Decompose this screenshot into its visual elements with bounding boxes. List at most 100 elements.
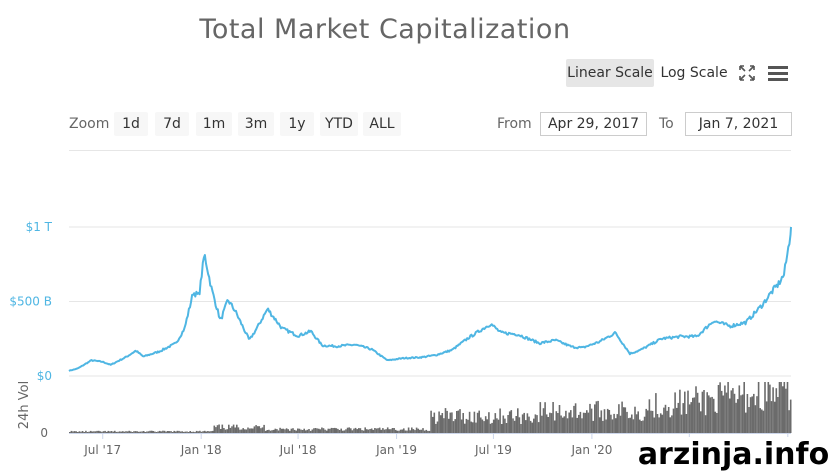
volume-bar: [252, 428, 254, 433]
zoom-1y-button[interactable]: 1y: [280, 112, 314, 136]
zoom-7d-button[interactable]: 7d: [155, 112, 189, 136]
volume-bar: [123, 431, 126, 433]
volume-bar: [297, 428, 299, 433]
volume-bar: [277, 430, 280, 433]
volume-bar: [722, 395, 725, 433]
volume-bar: [701, 391, 704, 433]
volume-bar: [454, 419, 456, 433]
volume-bar: [675, 407, 678, 433]
volume-bar: [131, 432, 134, 433]
linear-scale-button[interactable]: Linear Scale: [566, 59, 654, 87]
volume-bar: [358, 428, 360, 433]
volume-bar: [77, 432, 79, 433]
volume-bar: [563, 416, 566, 433]
chart-title: Total Market Capitalization: [199, 14, 571, 45]
volume-bar: [639, 419, 641, 433]
volume-bar: [404, 430, 407, 433]
zoom-3m-button[interactable]: 3m: [238, 112, 274, 136]
volume-bar: [253, 426, 256, 433]
volume-bar: [550, 413, 553, 433]
zoom-1d-button[interactable]: 1d: [114, 112, 148, 136]
volume-bar: [343, 430, 346, 433]
volume-bar: [769, 384, 771, 433]
volume-bar: [219, 429, 222, 433]
volume-bar: [428, 430, 431, 433]
y-tick-label: $0: [37, 369, 52, 383]
log-scale-button[interactable]: Log Scale: [660, 65, 728, 81]
volume-bar: [736, 399, 739, 433]
volume-bar: [337, 428, 339, 433]
fullscreen-icon[interactable]: [737, 63, 757, 83]
volume-bar: [329, 428, 331, 433]
volume-bar: [130, 431, 132, 433]
volume-bar: [688, 404, 691, 433]
volume-bar: [515, 416, 517, 433]
volume-bar: [658, 417, 660, 433]
volume-bar: [571, 417, 574, 433]
volume-bar: [170, 431, 172, 433]
volume-bar: [438, 411, 440, 433]
volume-bar: [560, 415, 562, 433]
volume-bar: [239, 429, 241, 433]
y-tick-label: $1 T: [26, 220, 53, 234]
volume-bar: [741, 394, 744, 433]
volume-bar: [541, 415, 543, 433]
from-date-input[interactable]: Apr 29, 2017: [540, 112, 647, 136]
volume-bar: [146, 431, 148, 433]
volume-bar: [680, 414, 683, 433]
volume-bar: [696, 392, 699, 433]
volume-bar: [173, 430, 175, 433]
volume-bar: [534, 414, 537, 433]
volume-bar: [276, 429, 278, 433]
volume-bar: [542, 408, 545, 433]
volume-bar: [656, 414, 659, 433]
volume-bar: [745, 412, 747, 433]
volume-bar: [451, 412, 453, 433]
volume-bar: [464, 423, 466, 433]
volume-bar: [197, 431, 200, 433]
volume-bar: [473, 411, 476, 433]
hamburger-menu-icon[interactable]: [767, 63, 789, 83]
zoom-all-button[interactable]: ALL: [363, 112, 401, 136]
volume-bar: [218, 424, 220, 433]
volume-bar: [338, 430, 341, 433]
volume-bar: [704, 415, 707, 433]
x-tick-label: Jan '20: [570, 443, 612, 457]
volume-bar: [508, 411, 511, 433]
zoom-1m-button[interactable]: 1m: [196, 112, 232, 136]
volume-bar: [247, 427, 249, 433]
to-date-input[interactable]: Jan 7, 2021: [685, 112, 792, 136]
volume-bar: [69, 432, 71, 433]
volume-bar: [584, 412, 586, 433]
volume-bar: [446, 410, 448, 433]
volume-bar: [470, 421, 472, 433]
volume-bar: [194, 432, 196, 433]
volume-bar: [626, 411, 628, 433]
volume-bar: [605, 419, 607, 433]
volume-bar: [93, 431, 95, 433]
volume-bar: [651, 410, 654, 433]
volume-bar: [152, 431, 155, 433]
zoom-ytd-button[interactable]: YTD: [320, 112, 358, 136]
volume-bar: [110, 431, 113, 433]
volume-bar: [767, 382, 770, 433]
volume-bar: [666, 410, 668, 433]
volume-bar: [430, 410, 432, 433]
volume-bar: [179, 431, 182, 433]
volume-bar: [333, 427, 336, 433]
volume-bar: [89, 430, 92, 433]
volume-bar: [195, 430, 198, 433]
volume-bar: [163, 430, 166, 433]
volume-bar: [590, 408, 593, 433]
volume-bar: [692, 397, 694, 433]
volume-bar: [462, 413, 464, 433]
volume-bar: [345, 429, 347, 433]
volume-bar: [684, 391, 686, 433]
volume-bar: [231, 426, 233, 433]
volume-bar: [97, 430, 100, 433]
volume-bar: [614, 418, 617, 433]
volume-bar: [351, 430, 354, 433]
volume-bar: [700, 411, 702, 433]
volume-bar: [648, 399, 651, 433]
volume-bar: [269, 430, 272, 433]
